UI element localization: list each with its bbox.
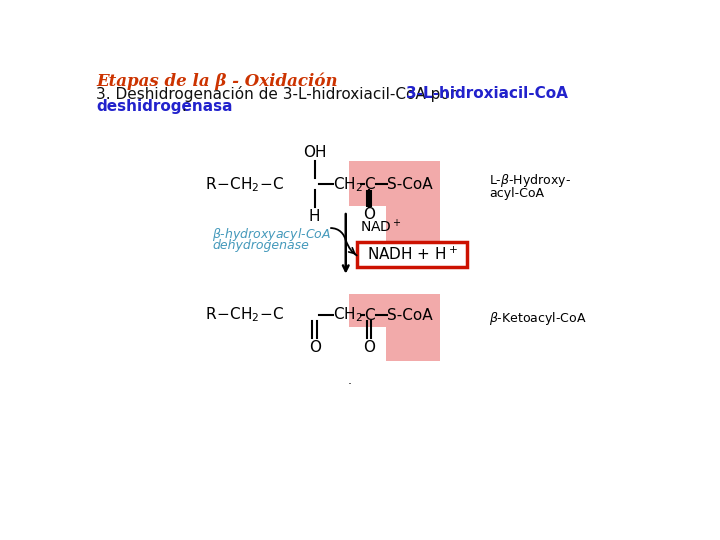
Text: 3. Deshidrogenación de 3-L-hidroxiacil-CoA por: 3. Deshidrogenación de 3-L-hidroxiacil-C…	[96, 85, 462, 102]
Text: CH$_2$: CH$_2$	[333, 175, 364, 193]
Text: 3-L-hidroxiacil-CoA: 3-L-hidroxiacil-CoA	[406, 85, 568, 100]
Text: $\beta$-Ketoacyl-CoA: $\beta$-Ketoacyl-CoA	[489, 310, 587, 327]
Text: C: C	[364, 177, 375, 192]
Text: S-CoA: S-CoA	[387, 177, 433, 192]
Text: dehydrogenase: dehydrogenase	[212, 239, 310, 252]
Text: CH$_2$: CH$_2$	[333, 306, 364, 325]
Text: L-$\beta$-Hydroxy-: L-$\beta$-Hydroxy-	[489, 172, 571, 189]
Text: NADH + H$^+$: NADH + H$^+$	[367, 246, 458, 263]
Text: C: C	[364, 308, 375, 322]
Text: acyl-CoA: acyl-CoA	[489, 187, 544, 200]
Text: $\beta$-hydroxyacyl-CoA: $\beta$-hydroxyacyl-CoA	[212, 226, 332, 242]
Text: NAD$^+$: NAD$^+$	[360, 218, 401, 235]
Bar	[386, 206, 441, 244]
Text: H: H	[309, 209, 320, 224]
Text: S-CoA: S-CoA	[387, 308, 433, 322]
Bar	[357, 242, 467, 267]
Text: Etapas de la β - Oxidación: Etapas de la β - Oxidación	[96, 72, 338, 90]
Bar	[349, 161, 441, 206]
Text: O: O	[309, 340, 320, 355]
Text: .: .	[181, 99, 186, 114]
Text: OH: OH	[303, 145, 326, 159]
Text: O: O	[363, 207, 375, 222]
Text: deshidrogenasa: deshidrogenasa	[96, 99, 233, 114]
Text: R$\!-\!$CH$_2\!-\!$C: R$\!-\!$CH$_2\!-\!$C	[204, 306, 284, 325]
Text: R$\!-\!$CH$_2\!-\!$C: R$\!-\!$CH$_2\!-\!$C	[204, 175, 284, 193]
Text: O: O	[363, 340, 375, 355]
Bar	[349, 294, 441, 327]
Bar	[386, 327, 441, 361]
Text: .: .	[348, 374, 351, 387]
